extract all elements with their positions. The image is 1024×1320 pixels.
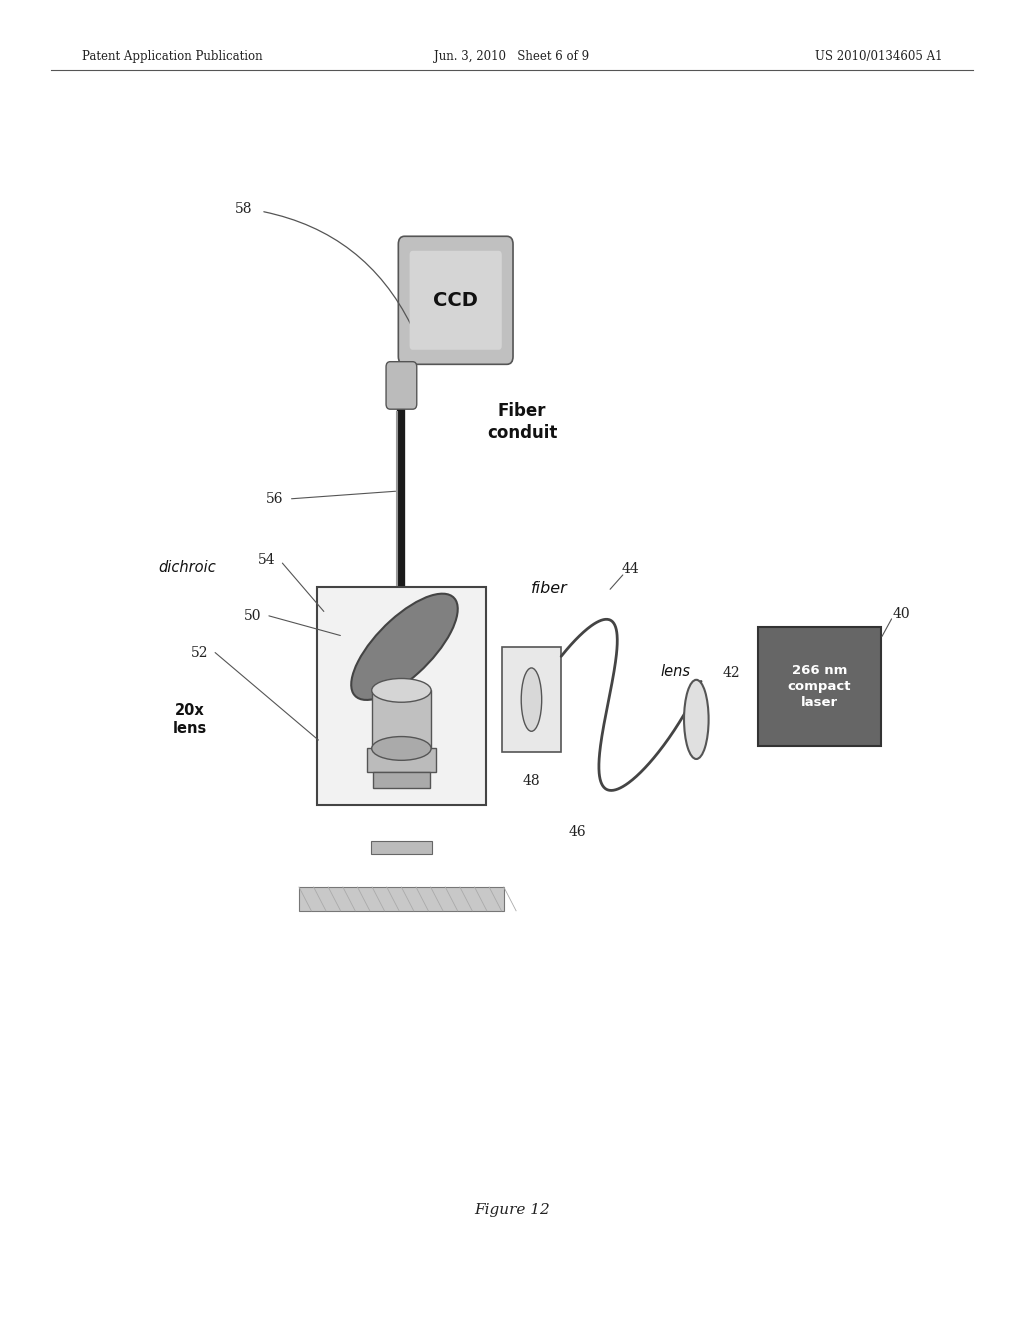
FancyBboxPatch shape bbox=[367, 748, 436, 772]
Text: 46: 46 bbox=[568, 825, 587, 838]
Text: 56: 56 bbox=[265, 492, 284, 506]
Text: 42: 42 bbox=[722, 667, 740, 680]
Text: 20x
lens: 20x lens bbox=[172, 704, 207, 735]
Text: Figure 12: Figure 12 bbox=[474, 1204, 550, 1217]
Text: 40: 40 bbox=[892, 607, 910, 620]
Text: lens: lens bbox=[660, 664, 691, 680]
Text: fiber: fiber bbox=[530, 581, 567, 597]
Text: 54: 54 bbox=[257, 553, 275, 566]
Text: 48: 48 bbox=[522, 775, 541, 788]
Text: 58: 58 bbox=[234, 202, 253, 215]
Ellipse shape bbox=[351, 594, 458, 700]
Ellipse shape bbox=[372, 737, 431, 760]
FancyBboxPatch shape bbox=[299, 887, 504, 911]
FancyBboxPatch shape bbox=[373, 772, 430, 788]
FancyBboxPatch shape bbox=[317, 587, 486, 805]
Text: 50: 50 bbox=[244, 610, 262, 623]
FancyBboxPatch shape bbox=[371, 841, 432, 854]
FancyBboxPatch shape bbox=[386, 362, 417, 409]
Text: 266 nm
compact
laser: 266 nm compact laser bbox=[787, 664, 851, 709]
Text: 52: 52 bbox=[190, 647, 209, 660]
FancyBboxPatch shape bbox=[398, 236, 513, 364]
Text: CCD: CCD bbox=[433, 290, 478, 310]
Text: US 2010/0134605 A1: US 2010/0134605 A1 bbox=[814, 50, 942, 63]
Text: 44: 44 bbox=[622, 562, 640, 576]
Text: dichroic: dichroic bbox=[159, 560, 216, 576]
Polygon shape bbox=[372, 690, 431, 748]
Ellipse shape bbox=[521, 668, 542, 731]
Ellipse shape bbox=[372, 678, 431, 702]
FancyBboxPatch shape bbox=[502, 647, 561, 752]
Text: Jun. 3, 2010   Sheet 6 of 9: Jun. 3, 2010 Sheet 6 of 9 bbox=[434, 50, 590, 63]
Text: Fiber
conduit: Fiber conduit bbox=[487, 403, 557, 442]
Ellipse shape bbox=[684, 680, 709, 759]
FancyBboxPatch shape bbox=[758, 627, 881, 746]
Text: Patent Application Publication: Patent Application Publication bbox=[82, 50, 262, 63]
FancyBboxPatch shape bbox=[410, 251, 502, 350]
